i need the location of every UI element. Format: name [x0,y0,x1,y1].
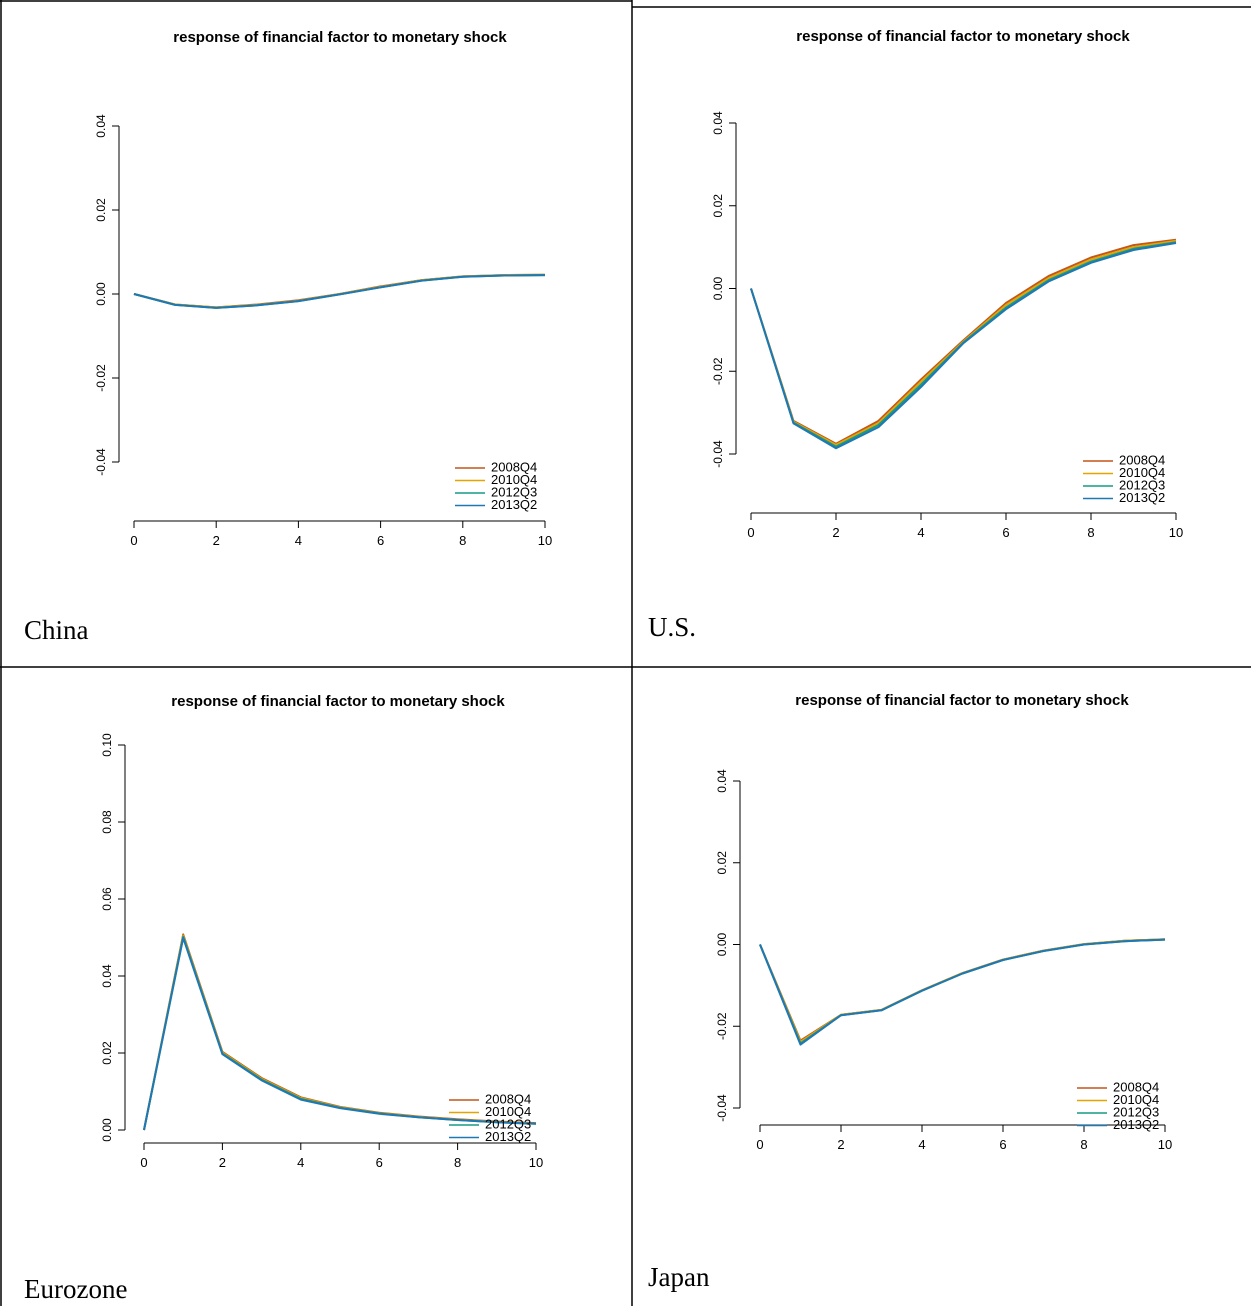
x-tick-label: 6 [376,1155,383,1170]
cell-label-us: U.S. [648,612,697,642]
legend-label: 2010Q4 [1113,1092,1159,1107]
series-line-2010Q4 [143,934,537,1131]
legend-label: 2008Q4 [1119,452,1165,467]
series-line-2008Q4 [133,273,546,309]
chart-title: response of financial factor to monetary… [795,692,1129,709]
x-tick-label: 10 [1169,525,1183,540]
chart-title: response of financial factor to monetary… [796,28,1130,45]
x-tick-label: 8 [1087,525,1094,540]
y-tick-label: 0.08 [100,810,114,834]
series-line-2013Q2 [750,242,1177,450]
x-tick-label: 6 [1002,525,1009,540]
legend-label: 2013Q2 [1113,1117,1159,1132]
x-tick-label: 10 [529,1155,543,1170]
chart-title: response of financial factor to monetary… [173,29,507,46]
y-tick-label: 0.04 [711,111,725,135]
x-tick-label: 6 [377,533,384,548]
y-tick-label: -0.02 [94,364,108,392]
series-line-2012Q3 [143,935,537,1131]
x-tick-label: 2 [832,525,839,540]
x-tick-label: 10 [538,533,552,548]
series-line-2010Q4 [133,273,546,309]
x-tick-label: 0 [747,525,754,540]
x-tick-label: 8 [454,1155,461,1170]
y-tick-label: 0.06 [100,887,114,911]
series-line-2013Q2 [133,274,546,309]
y-tick-label: 0.02 [711,194,725,218]
x-tick-label: 6 [999,1137,1006,1152]
legend-label: 2012Q3 [491,484,537,499]
charts-layer: response of financial factor to monetary… [94,28,1183,1170]
y-tick-label: 0.00 [711,276,725,300]
chart-panel-2: response of financial factor to monetary… [100,693,543,1170]
y-tick-label: 0.04 [715,769,729,793]
x-tick-label: 4 [297,1155,304,1170]
y-tick-label: 0.02 [94,198,108,222]
y-tick-label: 0.00 [715,932,729,956]
legend-label: 2012Q3 [1113,1104,1159,1119]
legend-label: 2008Q4 [491,459,537,474]
chart-panel-3: response of financial factor to monetary… [715,692,1172,1152]
series-line-2010Q4 [759,938,1166,1043]
x-tick-label: 8 [459,533,466,548]
y-tick-label: -0.04 [715,1094,729,1122]
x-tick-label: 4 [917,525,924,540]
legend-label: 2013Q2 [491,497,537,512]
series-line-2013Q2 [759,938,1166,1046]
chart-panel-1: response of financial factor to monetary… [711,28,1183,540]
legend-label: 2010Q4 [491,472,537,487]
cell-label-china: China [24,615,89,645]
cell-label-eurozone: Eurozone [24,1274,128,1304]
y-tick-label: 0.04 [100,964,114,988]
y-tick-label: -0.02 [715,1012,729,1040]
legend-label: 2008Q4 [485,1091,531,1106]
x-tick-label: 4 [918,1137,925,1152]
x-tick-label: 2 [213,533,220,548]
y-tick-label: 0.02 [715,851,729,875]
y-tick-label: -0.04 [711,440,725,468]
chart-panel-0: response of financial factor to monetary… [94,29,552,548]
x-tick-label: 8 [1080,1137,1087,1152]
chart-title: response of financial factor to monetary… [171,693,505,710]
cell-label-japan: Japan [648,1262,710,1292]
legend-label: 2008Q4 [1113,1079,1159,1094]
x-tick-label: 0 [756,1137,763,1152]
y-tick-label: 0.00 [94,282,108,306]
x-tick-label: 0 [130,533,137,548]
y-tick-label: 0.00 [100,1118,114,1142]
legend-label: 2010Q4 [1119,465,1165,480]
legend-label: 2013Q2 [485,1129,531,1144]
x-tick-label: 2 [837,1137,844,1152]
x-tick-label: 4 [295,533,302,548]
series-line-2013Q2 [143,936,537,1131]
y-tick-label: 0.04 [94,114,108,138]
y-tick-label: 0.10 [100,733,114,757]
legend-label: 2012Q3 [485,1116,531,1131]
x-tick-label: 2 [219,1155,226,1170]
legend-label: 2012Q3 [1119,477,1165,492]
y-tick-label: -0.04 [94,448,108,476]
legend-label: 2010Q4 [485,1104,531,1119]
series-line-2012Q3 [133,274,546,309]
series-line-2008Q4 [759,938,1166,1042]
x-tick-label: 0 [140,1155,147,1170]
y-tick-label: -0.02 [711,357,725,385]
y-tick-label: 0.02 [100,1041,114,1065]
legend-label: 2013Q2 [1119,490,1165,505]
x-tick-label: 10 [1158,1137,1172,1152]
